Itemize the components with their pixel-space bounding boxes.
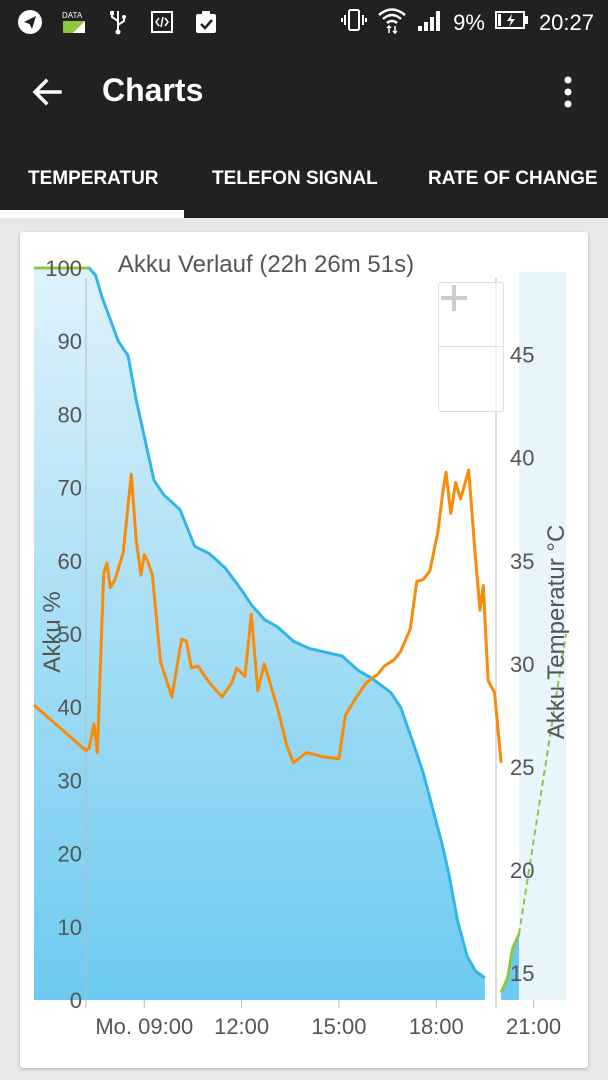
y-tick-label: 80 — [58, 402, 82, 427]
charging-line — [499, 933, 521, 994]
y-tick-label: 60 — [58, 549, 82, 574]
app-bar: Charts — [0, 44, 608, 140]
chart-title: Akku Verlauf (22h 26m 51s) — [118, 251, 414, 278]
temperature-line — [33, 468, 503, 765]
y2-tick-label: 25 — [510, 755, 534, 780]
battery-charging-icon — [494, 10, 529, 36]
chart-card: 0 10 20 30 40 50 60 70 80 90 100 15 20 25 30 35 40 45 Mo. … — [20, 232, 588, 1068]
clock: 20:27 — [538, 10, 594, 35]
tab-bar: TEMPERATUR TELEFON SIGNAL RATE OF CHANGE — [0, 140, 608, 218]
y2-tick-label: 30 — [510, 652, 534, 677]
battery-percent: 9% — [453, 10, 485, 35]
zoom-divider — [439, 346, 503, 347]
zoom-controls — [438, 282, 504, 412]
x-tick-label: Mo. 09:00 — [95, 1014, 193, 1039]
clipboard-check-icon — [192, 8, 220, 36]
y-tick-label: 90 — [58, 329, 82, 354]
y2-tick-label: 15 — [510, 961, 534, 986]
usb-icon — [104, 8, 132, 36]
y-tick-label: 20 — [58, 842, 82, 867]
y-tick-label: 50 — [58, 622, 82, 647]
code-icon — [148, 8, 176, 36]
tab-telefon-signal[interactable]: TELEFON SIGNAL — [212, 168, 378, 189]
battery-chart[interactable]: 0 10 20 30 40 50 60 70 80 90 100 15 20 25 30 35 40 45 Mo. … — [20, 232, 588, 1068]
wifi-icon — [377, 6, 407, 40]
status-bar: DATA 9% 20:27 — [0, 0, 608, 44]
tab-indicator — [0, 210, 184, 218]
zoom-out-icon[interactable] — [439, 296, 503, 410]
y-axis-label: Akku % — [39, 591, 66, 672]
x-tick-label: 15:00 — [311, 1014, 366, 1039]
data-sim-icon: DATA — [60, 8, 88, 36]
telegram-icon — [16, 8, 44, 36]
y-tick-label: 100 — [45, 256, 82, 281]
y-tick-label: 70 — [58, 476, 82, 501]
battery-line — [34, 266, 486, 980]
tab-temperatur[interactable]: TEMPERATUR — [28, 168, 159, 189]
tab-rate-of-change[interactable]: RATE OF CHANGE — [428, 168, 598, 189]
x-tick-label: 21:00 — [506, 1014, 561, 1039]
projection-line — [517, 633, 567, 935]
y2-tick-label: 20 — [510, 858, 534, 883]
x-tick-label: 18:00 — [409, 1014, 464, 1039]
y2-tick-label: 40 — [510, 446, 534, 471]
page-title: Charts — [102, 72, 204, 108]
y2-tick-label: 35 — [510, 549, 534, 574]
vibrate-icon — [341, 7, 368, 39]
y2-axis-label: Akku Temperatur °C — [543, 525, 570, 740]
y-tick-label: 10 — [58, 915, 82, 940]
signal-icon — [417, 8, 443, 38]
y2-tick-label: 45 — [510, 343, 534, 368]
x-tick-label: 12:00 — [214, 1014, 269, 1039]
y-tick-label: 0 — [70, 988, 82, 1013]
arrow-back-icon[interactable] — [28, 72, 68, 112]
data-label: DATA — [62, 11, 83, 20]
y-tick-label: 30 — [58, 768, 82, 793]
more-vert-icon[interactable] — [556, 74, 580, 110]
y-tick-label: 40 — [58, 695, 82, 720]
